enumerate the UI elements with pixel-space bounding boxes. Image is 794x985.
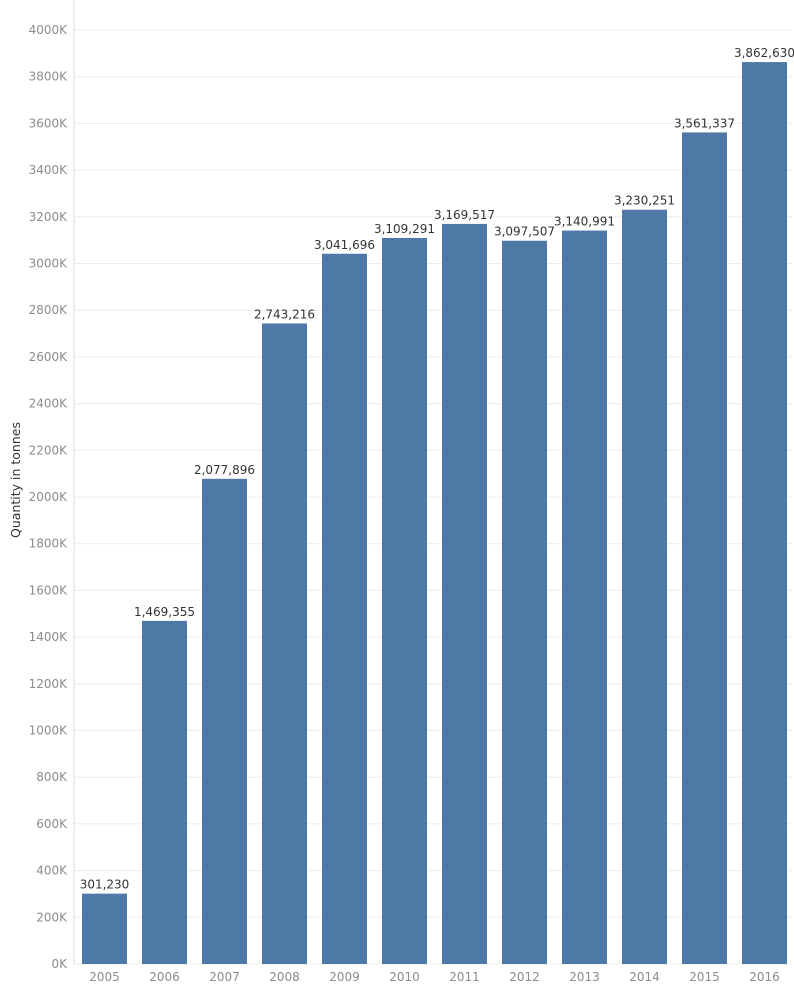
y-tick-label: 200K	[36, 910, 68, 924]
y-tick-label: 0K	[51, 957, 68, 971]
y-tick-label: 800K	[36, 770, 68, 784]
y-tick-label: 2600K	[29, 350, 69, 364]
y-tick-label: 4000K	[29, 23, 69, 37]
x-axis-ticks: 2005 2006 2007 2008 2009 2010 2011 2012 2013 2014…	[89, 970, 780, 984]
x-tick-label: 2014	[629, 970, 660, 984]
y-tick-label: 600K	[36, 817, 68, 831]
bar-2006	[142, 620, 187, 964]
bar-2014	[622, 209, 667, 964]
y-tick-label: 2200K	[29, 443, 69, 457]
x-tick-label: 2013	[569, 970, 600, 984]
y-tick-label: 3800K	[29, 70, 69, 84]
bar-2009	[322, 253, 367, 964]
gridlines	[74, 29, 792, 965]
data-label: 3,140,991	[554, 215, 615, 229]
x-tick-label: 2005	[89, 970, 120, 984]
y-tick-label: 3400K	[29, 163, 69, 177]
y-tick-label: 3200K	[29, 210, 69, 224]
bar-2011	[442, 223, 487, 964]
bar-2013	[562, 230, 607, 964]
x-tick-label: 2011	[449, 970, 480, 984]
data-label: 3,230,251	[614, 194, 675, 208]
data-label: 1,469,355	[134, 605, 195, 619]
y-tick-label: 2000K	[29, 490, 69, 504]
y-tick-label: 1600K	[29, 583, 69, 597]
bar-2008	[262, 323, 307, 964]
data-label: 2,077,896	[194, 463, 255, 477]
x-tick-label: 2016	[749, 970, 780, 984]
y-axis-ticks: 0K 200K 400K 600K 800K 1000K 1200K 1400K 1600K 18…	[29, 23, 69, 971]
data-label: 3,097,507	[494, 225, 555, 239]
data-label: 3,109,291	[374, 222, 435, 236]
y-tick-label: 1000K	[29, 724, 69, 738]
data-label: 3,561,337	[674, 116, 735, 130]
y-tick-label: 3600K	[29, 116, 69, 130]
x-tick-label: 2007	[209, 970, 240, 984]
y-axis-label: Quantity in tonnes	[8, 422, 23, 538]
data-label: 2,743,216	[254, 307, 315, 321]
bar-2007	[202, 478, 247, 964]
x-tick-label: 2008	[269, 970, 300, 984]
bar-2005	[82, 893, 127, 964]
bar-2012	[502, 240, 547, 964]
y-tick-label: 400K	[36, 864, 68, 878]
x-tick-label: 2006	[149, 970, 180, 984]
data-labels: 301,230 1,469,355 2,077,896 2,743,216 3,041,…	[80, 46, 794, 892]
x-tick-label: 2009	[329, 970, 360, 984]
x-tick-label: 2010	[389, 970, 420, 984]
y-tick-label: 1400K	[29, 630, 69, 644]
y-tick-label: 1800K	[29, 537, 69, 551]
data-label: 3,862,630	[734, 46, 794, 60]
x-tick-label: 2012	[509, 970, 540, 984]
data-label: 3,041,696	[314, 238, 375, 252]
data-label: 3,169,517	[434, 208, 495, 222]
bar-2016	[742, 62, 787, 965]
y-tick-label: 2400K	[29, 397, 69, 411]
bar-2015	[682, 132, 727, 965]
x-tick-label: 2015	[689, 970, 720, 984]
bar-2010	[382, 237, 427, 965]
y-tick-label: 3000K	[29, 257, 69, 271]
y-tick-label: 1200K	[29, 677, 69, 691]
bars	[82, 62, 787, 965]
y-tick-label: 2800K	[29, 303, 69, 317]
data-label: 301,230	[80, 878, 130, 892]
